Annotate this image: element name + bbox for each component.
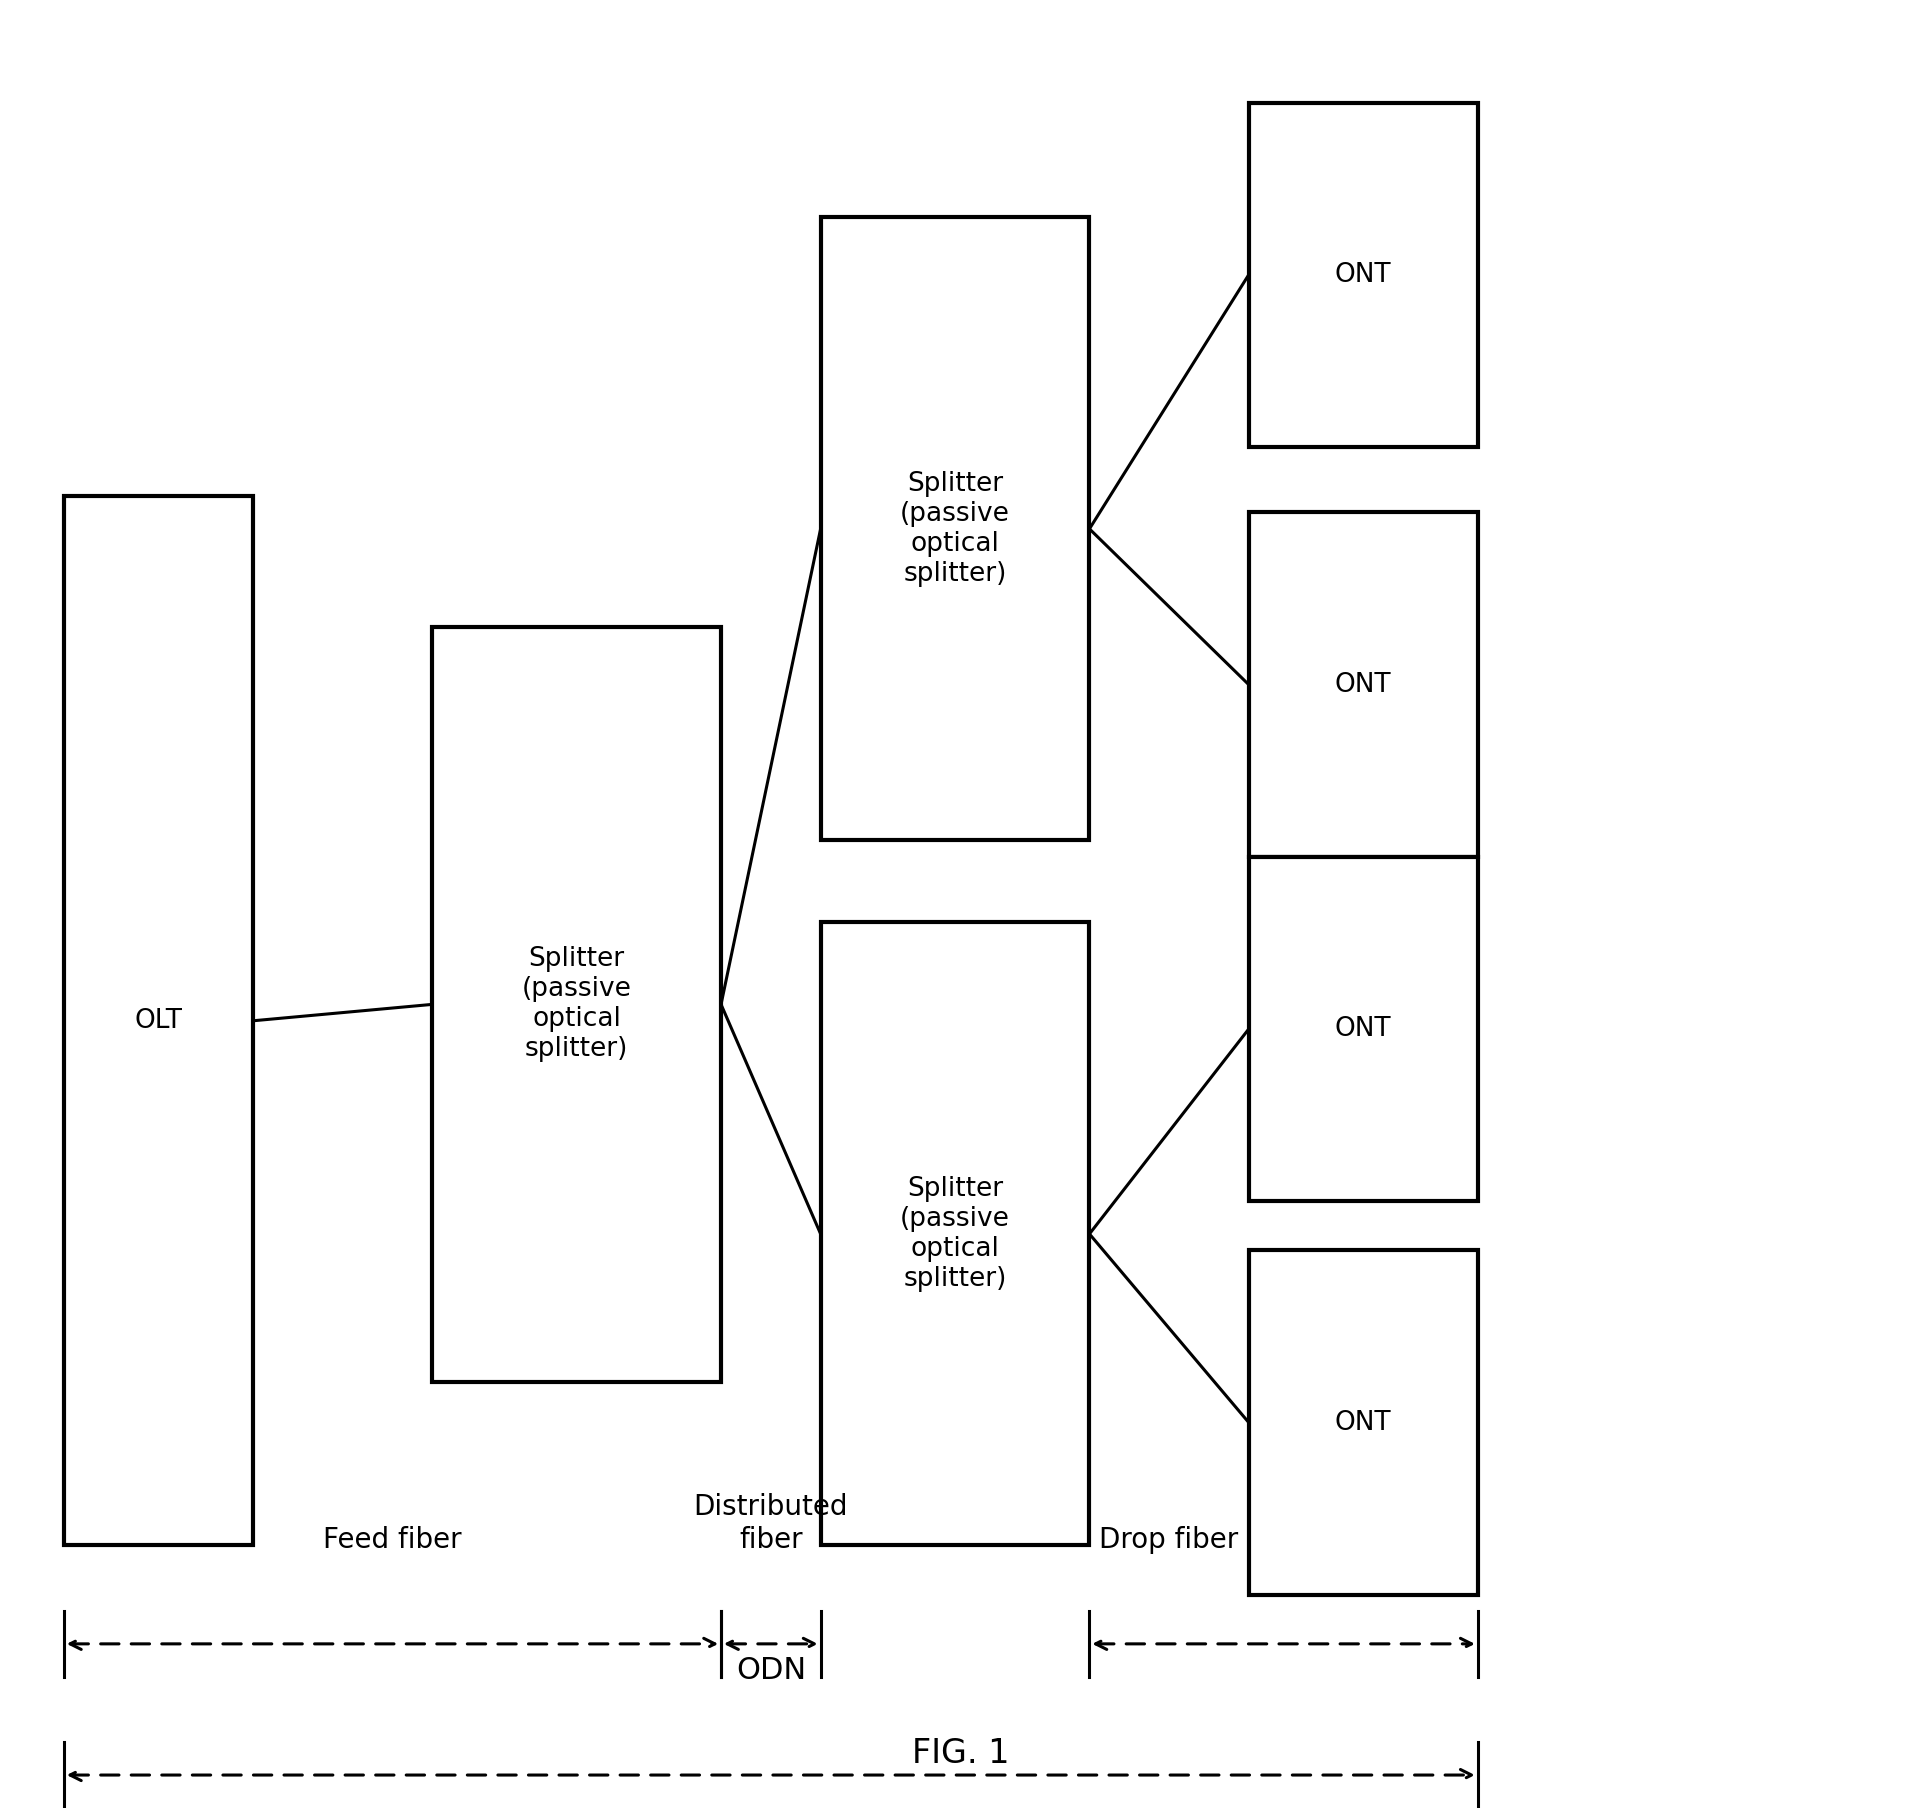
Text: ODN: ODN [736, 1656, 805, 1685]
Bar [821, 217, 1090, 841]
Bar [1249, 513, 1478, 857]
Bar [63, 496, 254, 1546]
Text: Splitter
(passive
optical
splitter): Splitter (passive optical splitter) [521, 946, 632, 1062]
Text: ONT: ONT [1336, 1410, 1392, 1435]
Bar [1249, 103, 1478, 448]
Bar [1249, 857, 1478, 1201]
Text: Feed fiber: Feed fiber [323, 1526, 461, 1553]
Text: OLT: OLT [135, 1007, 183, 1035]
Text: Splitter
(passive
optical
splitter): Splitter (passive optical splitter) [899, 471, 1009, 587]
Text: Drop fiber: Drop fiber [1099, 1526, 1238, 1553]
Text: Splitter
(passive
optical
splitter): Splitter (passive optical splitter) [899, 1176, 1009, 1292]
Text: FIG. 1: FIG. 1 [913, 1738, 1009, 1770]
Text: ONT: ONT [1336, 672, 1392, 698]
Bar [821, 922, 1090, 1546]
Text: Distributed
fiber: Distributed fiber [694, 1493, 848, 1553]
Text: ONT: ONT [1336, 1017, 1392, 1042]
Text: ONT: ONT [1336, 261, 1392, 288]
Bar [432, 627, 721, 1381]
Bar [1249, 1250, 1478, 1595]
